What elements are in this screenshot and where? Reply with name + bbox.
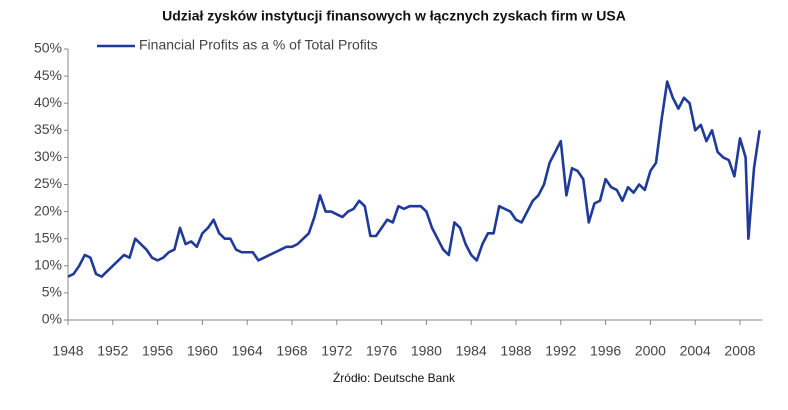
y-tick-label: 50% [34,40,62,56]
x-tick-label: 2004 [680,343,711,359]
x-tick-label: 1960 [187,343,218,359]
chart-title: Udział zysków instytucji finansowych w ł… [162,8,626,24]
x-tick-label: 1968 [276,343,307,359]
y-tick-label: 40% [34,94,62,110]
x-tick-label: 1992 [545,343,576,359]
y-tick-label: 5% [42,284,62,300]
x-tick-label: 2000 [635,343,666,359]
y-tick-label: 0% [42,311,62,327]
y-tick-label: 30% [34,148,62,164]
y-tick-label: 20% [34,202,62,218]
x-tick-label: 1956 [142,343,173,359]
x-tick-label: 1948 [52,343,83,359]
data-line [67,80,761,278]
y-tick-label: 25% [34,175,62,191]
x-tick-label: 1964 [232,343,263,359]
y-tick-label: 35% [34,121,62,137]
x-tick-label: 1988 [500,343,531,359]
y-tick-label: 45% [34,67,62,83]
legend-label: Financial Profits as a % of Total Profit… [139,37,378,53]
y-tick-label: 10% [34,257,62,273]
x-tick-label: 1996 [590,343,621,359]
x-tick-label: 1952 [97,343,128,359]
x-tick-label: 1976 [366,343,397,359]
x-tick-label: 2008 [724,343,755,359]
x-tick-label: 1980 [411,343,442,359]
x-tick-label: 1984 [456,343,487,359]
y-tick-label: 15% [34,229,62,245]
x-tick-label: 1972 [321,343,352,359]
source-note: Źródło: Deutsche Bank [333,370,456,385]
